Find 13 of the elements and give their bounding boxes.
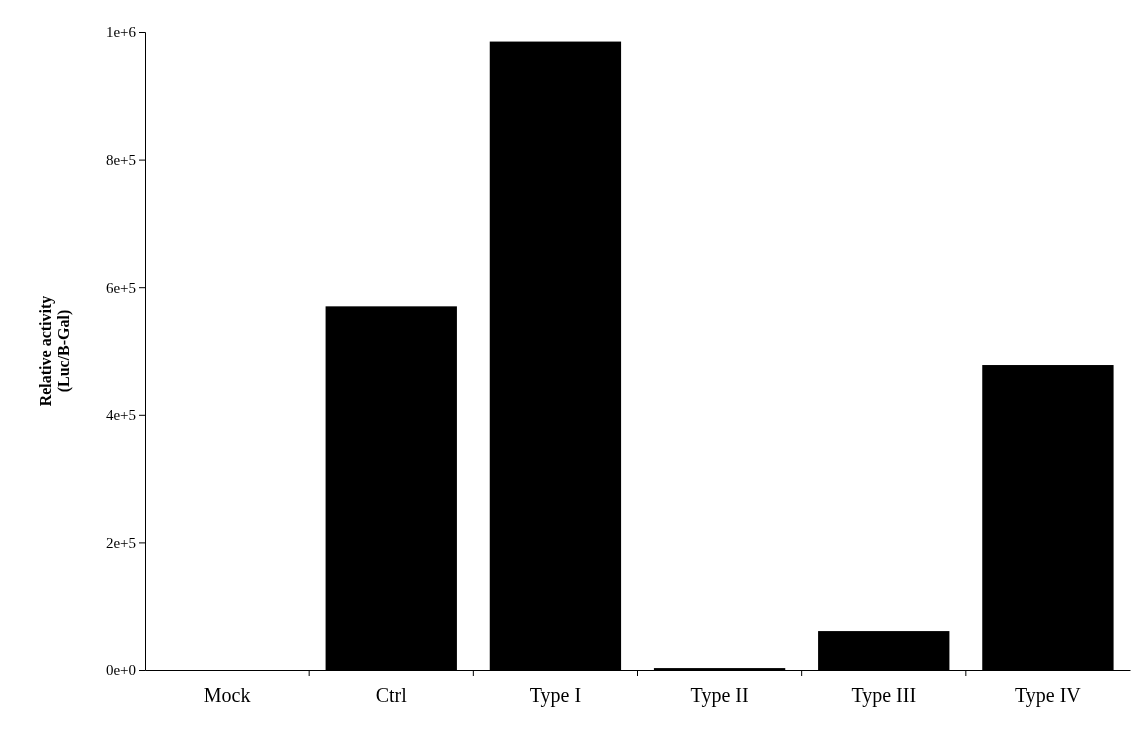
y-tick-label: 2e+5 (105, 534, 136, 551)
y-tick-label: 6e+5 (105, 279, 136, 296)
y-tick-label: 1e+6 (105, 24, 137, 41)
x-tick-label: Type I (529, 684, 582, 708)
x-tick-label: Type III (851, 684, 917, 708)
y-tick-label: 8e+5 (105, 151, 136, 168)
x-tick-label: Type II (690, 684, 749, 708)
y-tick-label: 4e+5 (105, 407, 136, 424)
y-axis-title: Relative activity (Luc/B-Gal) (37, 295, 73, 407)
y-tick-label: 0e+0 (105, 662, 136, 679)
x-tick-label: Type IV (1015, 684, 1082, 708)
x-tick-label: Mock (203, 684, 251, 707)
x-tick-label: Ctrl (375, 684, 408, 707)
